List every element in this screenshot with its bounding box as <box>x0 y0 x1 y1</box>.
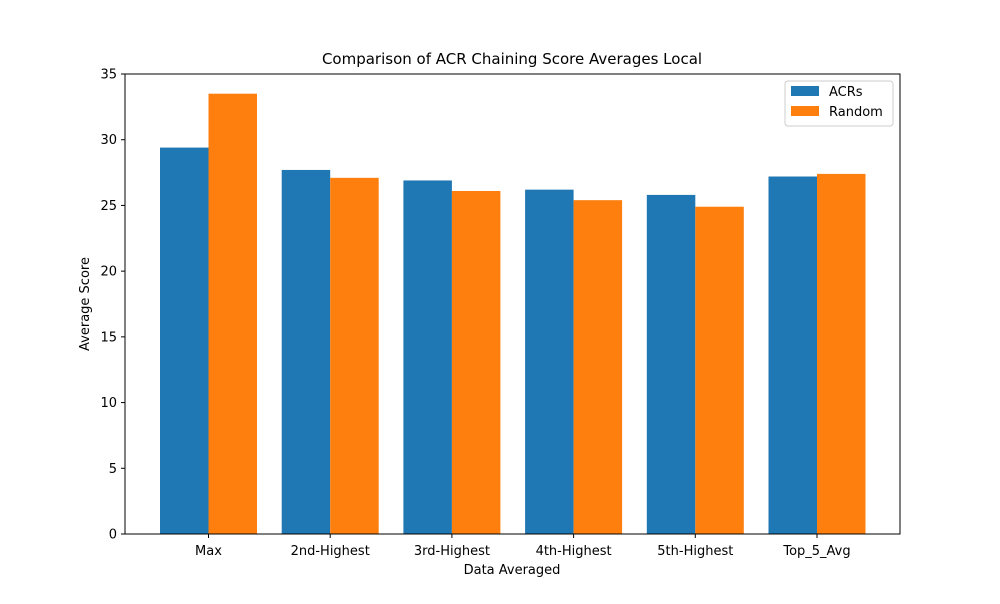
x-tick-label: Top_5_Avg <box>782 544 850 559</box>
bar-random-max <box>208 93 257 534</box>
legend-label-acrs: ACRs <box>829 85 863 100</box>
y-tick-label: 5 <box>109 462 117 477</box>
x-tick-label: 5th-Highest <box>657 544 733 559</box>
bar-random-5th-highest <box>695 206 744 534</box>
x-tick-label: 4th-Highest <box>536 544 612 559</box>
bar-acrs-2nd-highest <box>281 169 331 534</box>
bar-random-2nd-highest <box>330 177 379 535</box>
y-tick-label: 30 <box>100 133 117 148</box>
y-axis: 0 5 10 15 20 25 30 35 <box>100 68 125 543</box>
bar-acrs-top-5-avg <box>768 176 817 534</box>
bar-acrs-max <box>160 147 209 534</box>
y-tick-label: 20 <box>100 265 117 280</box>
bar-acrs-3rd-highest <box>403 180 452 534</box>
plot-frame <box>124 73 901 535</box>
bar-acrs-5th-highest <box>646 194 696 534</box>
legend: ACRs Random <box>784 80 894 127</box>
x-axis-label: Data Averaged <box>464 563 561 578</box>
bar-random-top-5-avg <box>817 173 866 534</box>
legend-swatch-random <box>791 106 819 116</box>
bars-layer <box>160 93 866 535</box>
bar-acrs-4th-highest <box>525 189 574 534</box>
legend-label-random: Random <box>829 105 883 120</box>
x-tick-label: Max <box>195 544 222 559</box>
y-axis-label: Average Score <box>78 257 93 351</box>
chart-title: Comparison of ACR Chaining Score Average… <box>322 50 702 68</box>
bar-random-3rd-highest <box>451 190 501 534</box>
x-tick-label: 2nd-Highest <box>291 544 370 559</box>
y-tick-label: 0 <box>109 528 117 543</box>
legend-swatch-acrs <box>791 86 819 96</box>
x-axis: Max 2nd-Highest 3rd-Highest 4th-Highest 5th-… <box>195 534 851 559</box>
y-tick-label: 25 <box>100 199 117 214</box>
bar-random-4th-highest <box>573 200 623 534</box>
x-tick-label: 3rd-Highest <box>414 544 490 559</box>
y-tick-label: 15 <box>100 330 117 345</box>
y-tick-label: 35 <box>100 68 117 83</box>
y-tick-label: 10 <box>100 396 117 411</box>
